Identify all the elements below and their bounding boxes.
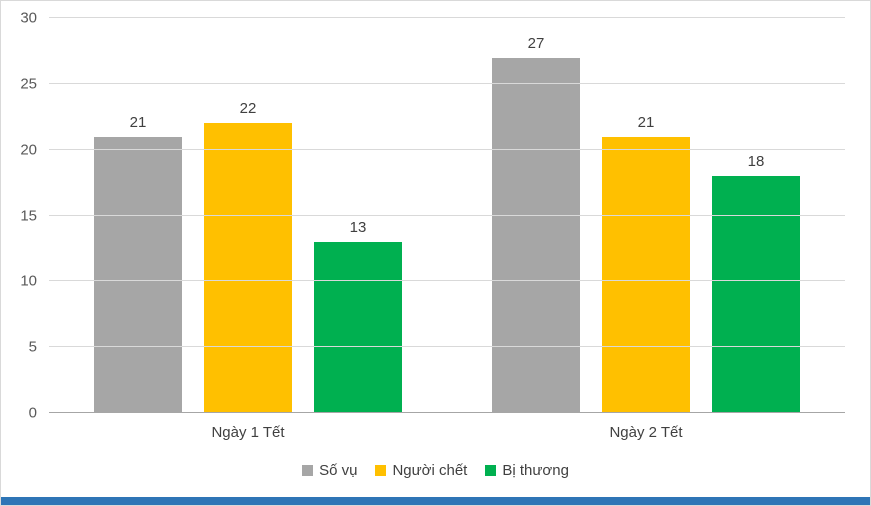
bar-groups: 21 22 13 27 21 18 [49,18,845,413]
bar [94,136,182,413]
y-axis: 0 5 10 15 20 25 30 [1,10,41,422]
bar-value-label: 21 [637,113,655,131]
bar-group: 21 22 13 [94,18,402,413]
gridline [49,17,845,18]
legend-swatch-icon [375,465,387,476]
bar [492,57,580,413]
bar [712,176,800,413]
gridline [49,214,845,216]
x-category-label: Ngày 1 Tết [211,424,285,441]
bar [314,241,402,413]
legend-swatch-icon [302,465,314,476]
bar-wrap: 13 [314,219,402,413]
bar [602,136,690,413]
y-tick-label: 10 [20,272,37,290]
bar-wrap: 27 [492,35,580,413]
plot-area: 21 22 13 27 21 18 [49,17,845,413]
bar-wrap: 21 [602,114,690,413]
x-axis-line [49,412,845,413]
legend: Số vụ Người chết Bị thương [1,462,870,479]
legend-item: Bị thương [485,462,569,479]
legend-item: Người chết [375,462,467,479]
y-tick-label: 0 [28,404,37,422]
legend-item: Số vụ [302,462,357,479]
y-tick-label: 30 [20,9,37,27]
bar-value-label: 22 [239,100,257,118]
bar-value-label: 18 [747,153,765,170]
legend-label: Số vụ [319,462,358,479]
bar-wrap: 21 [94,114,182,413]
legend-swatch-icon [485,465,497,476]
gridline [49,148,845,150]
y-tick-label: 20 [20,141,37,159]
y-tick-label: 15 [20,207,37,224]
bottom-accent-bar [1,497,870,505]
bar-wrap: 18 [712,153,800,413]
bar-wrap: 22 [204,100,292,413]
bar-value-label: 21 [129,113,147,131]
bar-value-label: 13 [349,218,367,236]
x-category-label: Ngày 2 Tết [609,424,683,441]
bar [204,123,292,413]
legend-label: Bị thương [502,462,569,479]
gridline [49,82,845,84]
gridline [49,346,845,348]
y-tick-label: 5 [28,338,37,356]
bar-value-label: 27 [527,34,545,52]
gridline [49,280,845,282]
bar-group: 27 21 18 [492,18,800,413]
x-axis-labels: Ngày 1 Tết Ngày 2 Tết [49,424,845,441]
y-tick-label: 25 [20,75,37,93]
legend-label: Người chết [392,462,468,479]
